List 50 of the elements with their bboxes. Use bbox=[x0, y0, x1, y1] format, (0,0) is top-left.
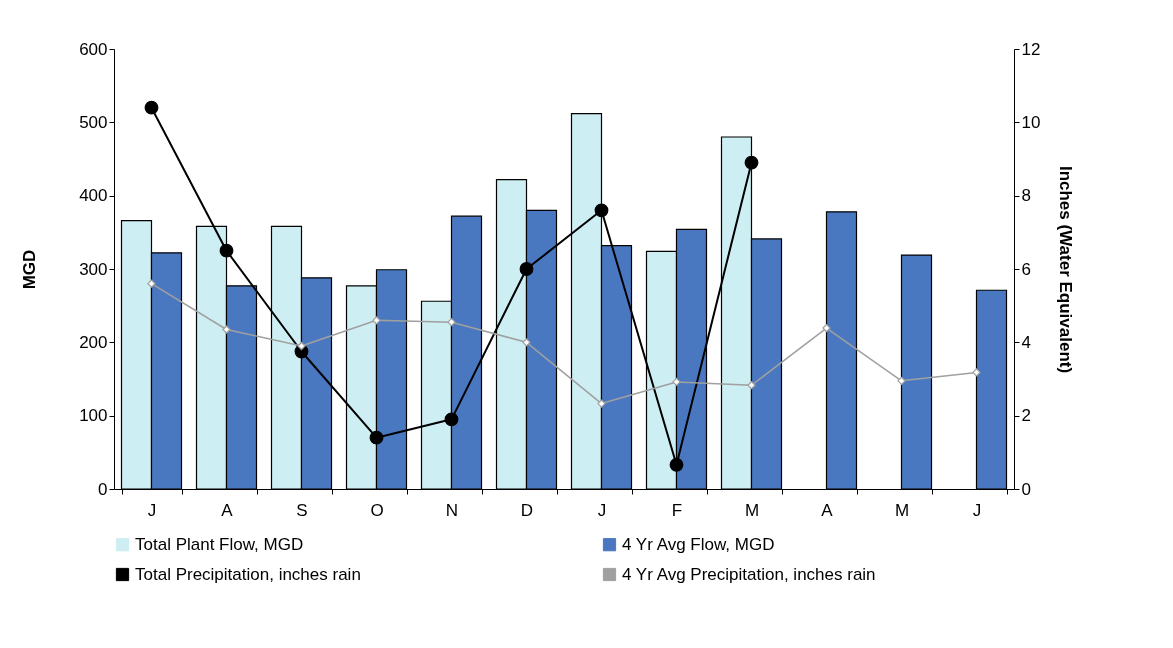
y2-tick-label: 0 bbox=[1021, 479, 1031, 499]
y-axis-title: MGD bbox=[20, 249, 40, 290]
point bbox=[522, 338, 531, 347]
y2-tick-label: 10 bbox=[1021, 112, 1041, 132]
x-tick-label: A bbox=[221, 500, 234, 520]
point bbox=[147, 279, 156, 288]
point bbox=[369, 430, 384, 445]
legend-label: Total Precipitation, inches rain bbox=[135, 564, 361, 584]
x-tick-label: M bbox=[894, 500, 910, 520]
legend-label: 4 Yr Avg Precipitation, inches rain bbox=[622, 564, 876, 584]
y-tick-label: 600 bbox=[79, 39, 108, 59]
x-tick-label: A bbox=[821, 500, 834, 520]
x-tick-label: S bbox=[296, 500, 308, 520]
y-tick-label: 500 bbox=[79, 112, 108, 132]
y2-tick-label: 2 bbox=[1021, 406, 1031, 426]
y2-tick-label: 12 bbox=[1021, 39, 1041, 59]
point bbox=[972, 368, 981, 377]
y2-tick-label: 8 bbox=[1021, 186, 1031, 206]
legend-label: Total Plant Flow, MGD bbox=[135, 534, 304, 554]
point bbox=[747, 381, 756, 390]
y-tick-label: 400 bbox=[79, 186, 108, 206]
y2-tick-label: 4 bbox=[1021, 332, 1031, 352]
y-tick-label: 100 bbox=[79, 406, 108, 426]
point bbox=[744, 155, 759, 170]
point bbox=[447, 318, 456, 327]
x-tick-label: N bbox=[445, 500, 459, 520]
x-tick-label: F bbox=[671, 500, 683, 520]
point bbox=[519, 262, 534, 276]
x-tick-label: J bbox=[597, 500, 607, 520]
y-tick-label: 200 bbox=[79, 332, 108, 352]
point bbox=[594, 203, 609, 218]
point bbox=[597, 399, 606, 408]
legend-label: 4 Yr Avg Flow, MGD bbox=[622, 534, 775, 554]
x-tick-label: J bbox=[147, 500, 157, 520]
point bbox=[672, 377, 681, 387]
x-tick-label: M bbox=[744, 500, 760, 520]
point bbox=[669, 457, 684, 472]
point bbox=[444, 412, 459, 427]
point bbox=[219, 243, 234, 258]
y2-axis-title: Inches (Water Equivalent) bbox=[1056, 165, 1076, 374]
point bbox=[222, 325, 231, 334]
x-tick-label: J bbox=[972, 500, 982, 520]
point bbox=[897, 376, 906, 385]
point bbox=[372, 316, 381, 325]
y-tick-label: 300 bbox=[79, 259, 108, 279]
y2-tick-label: 6 bbox=[1021, 259, 1031, 279]
y-tick-label: 0 bbox=[98, 479, 108, 499]
x-tick-label: D bbox=[520, 500, 534, 520]
point bbox=[144, 100, 159, 115]
x-tick-label: O bbox=[370, 500, 384, 520]
